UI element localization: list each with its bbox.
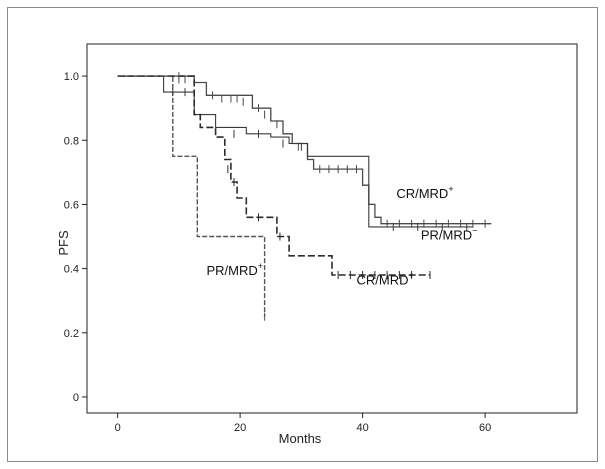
- y-axis-title: PFS: [56, 230, 71, 256]
- series-label-text: PR/MRD: [421, 228, 472, 243]
- y-axis: 0 0.2 0.4 0.6 0.8 1.0: [64, 71, 87, 404]
- series-labels: CR/MRD+PR/MRD−CR/MRD+PR/MRD+: [206, 184, 477, 288]
- x-axis-title: Months: [279, 431, 322, 446]
- x-tick-label: 0: [115, 422, 121, 434]
- series-label: CR/MRD+: [396, 184, 453, 201]
- series-label-text: PR/MRD: [206, 263, 257, 278]
- x-axis: 0 20 40 60: [115, 413, 491, 434]
- series-label-superscript: +: [409, 271, 414, 281]
- series-label-superscript: +: [258, 261, 263, 271]
- x-tick-label: 60: [479, 422, 491, 434]
- y-tick-label: 0: [73, 392, 79, 404]
- y-tick-label: 0.8: [64, 135, 79, 147]
- series-label-text: CR/MRD: [396, 186, 448, 201]
- series-label-text: CR/MRD: [357, 273, 409, 288]
- y-tick-label: 1.0: [64, 71, 79, 83]
- plot-area: [86, 43, 578, 414]
- series-label: PR/MRD+: [206, 261, 263, 278]
- series-label: PR/MRD−: [421, 226, 478, 243]
- series-label-superscript: +: [448, 184, 453, 194]
- x-tick-label: 20: [234, 422, 246, 434]
- x-tick-label: 40: [357, 422, 369, 434]
- y-tick-label: 0.2: [64, 328, 79, 340]
- series-label-superscript: −: [472, 226, 477, 236]
- y-tick-label: 0.6: [64, 199, 79, 211]
- series-label: CR/MRD+: [357, 271, 414, 288]
- censor-marks: [172, 72, 486, 321]
- y-tick-label: 0.4: [64, 264, 79, 276]
